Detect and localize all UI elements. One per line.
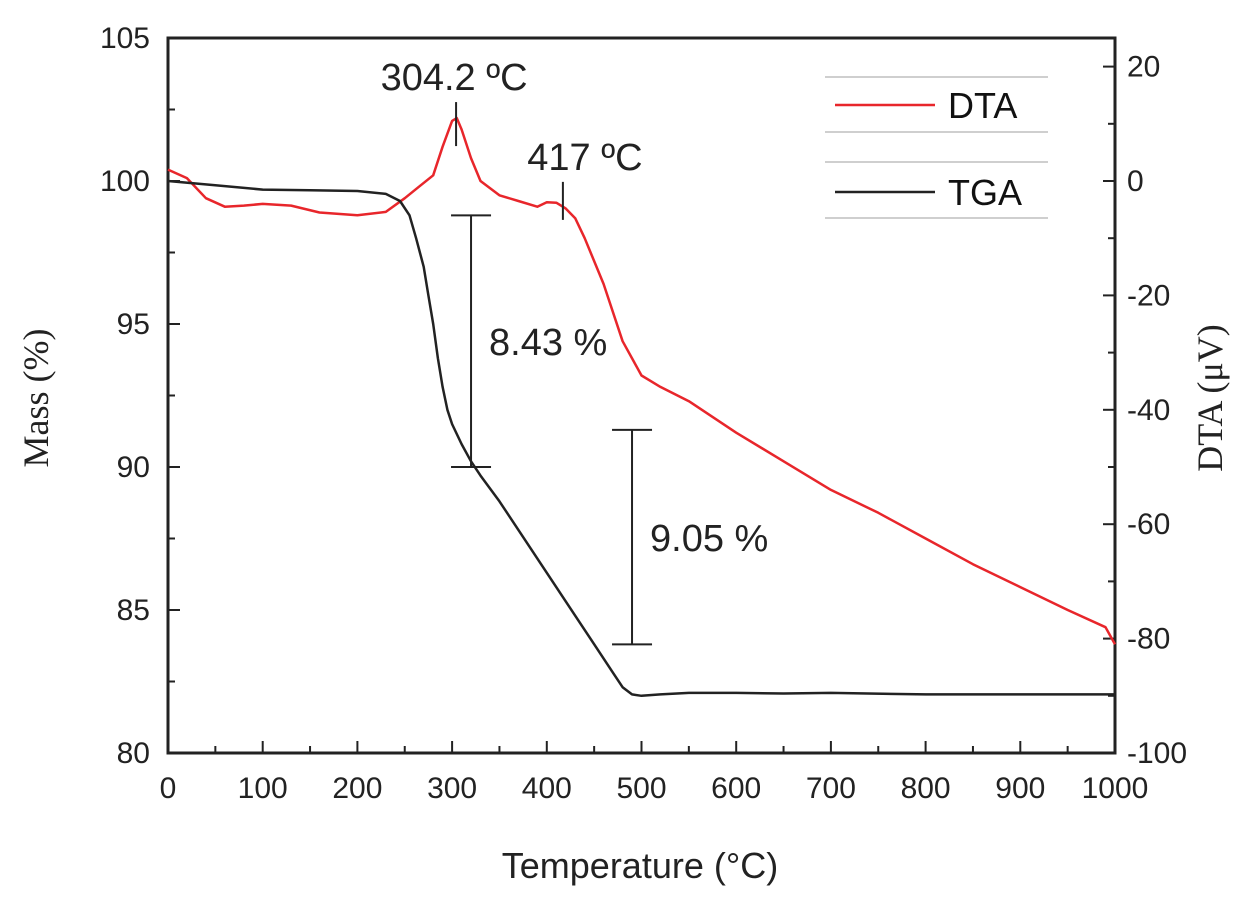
y-left-tick-label: 95 xyxy=(117,308,150,341)
x-tick-label: 300 xyxy=(427,772,477,805)
axis-ticks xyxy=(167,37,1116,754)
mass-loss-label-1: 8.43 % xyxy=(489,322,607,364)
y-right-tick-label: -20 xyxy=(1127,279,1170,312)
series-lines xyxy=(167,116,1117,698)
x-tick-label: 500 xyxy=(616,772,666,805)
x-tick-label: 400 xyxy=(522,772,572,805)
legend-label-tga: TGA xyxy=(948,172,1022,213)
legend-label-dta: DTA xyxy=(948,85,1017,126)
y-left-tick-label: 90 xyxy=(117,451,150,484)
y-left-tick-label: 100 xyxy=(100,165,150,198)
annotations: 304.2 ºC 417 ºC 8.43 % 9.05 % xyxy=(381,57,768,646)
series-line-tga xyxy=(167,179,1115,698)
peak-label-304: 304.2 ºC xyxy=(381,57,528,99)
x-tick-label: 1000 xyxy=(1082,772,1149,805)
x-tick-label: 700 xyxy=(806,772,856,805)
y-right-tick-label: -80 xyxy=(1127,623,1170,656)
y-left-tick-label: 80 xyxy=(117,737,150,770)
x-tick-label: 800 xyxy=(901,772,951,805)
y-right-tick-label: 0 xyxy=(1127,165,1144,198)
axis-tick-labels: 0 100 200 300 400 500 600 700 800 900 100080859095… xyxy=(100,22,1187,805)
y-right-tick-label: -100 xyxy=(1127,737,1187,770)
x-tick-label: 200 xyxy=(332,772,382,805)
y-right-tick-label: -60 xyxy=(1127,508,1170,541)
peak-label-417: 417 ºC xyxy=(527,137,642,179)
y-right-tick-label: -40 xyxy=(1127,394,1170,427)
y-right-axis-title: DTA (μV) xyxy=(1190,324,1230,471)
legend: DTA TGA xyxy=(825,76,1048,219)
y-right-tick-label: 20 xyxy=(1127,51,1160,84)
x-tick-label: 900 xyxy=(995,772,1045,805)
x-tick-label: 600 xyxy=(711,772,761,805)
y-left-tick-label: 85 xyxy=(117,594,150,627)
y-left-tick-label: 105 xyxy=(100,22,150,55)
x-axis-title: Temperature (°C) xyxy=(502,845,778,886)
mass-loss-label-2: 9.05 % xyxy=(650,518,768,560)
series-line-dta xyxy=(167,116,1117,645)
x-tick-label: 100 xyxy=(238,772,288,805)
y-left-axis-title: Mass (%) xyxy=(16,329,56,468)
x-tick-label: 0 xyxy=(160,772,177,805)
